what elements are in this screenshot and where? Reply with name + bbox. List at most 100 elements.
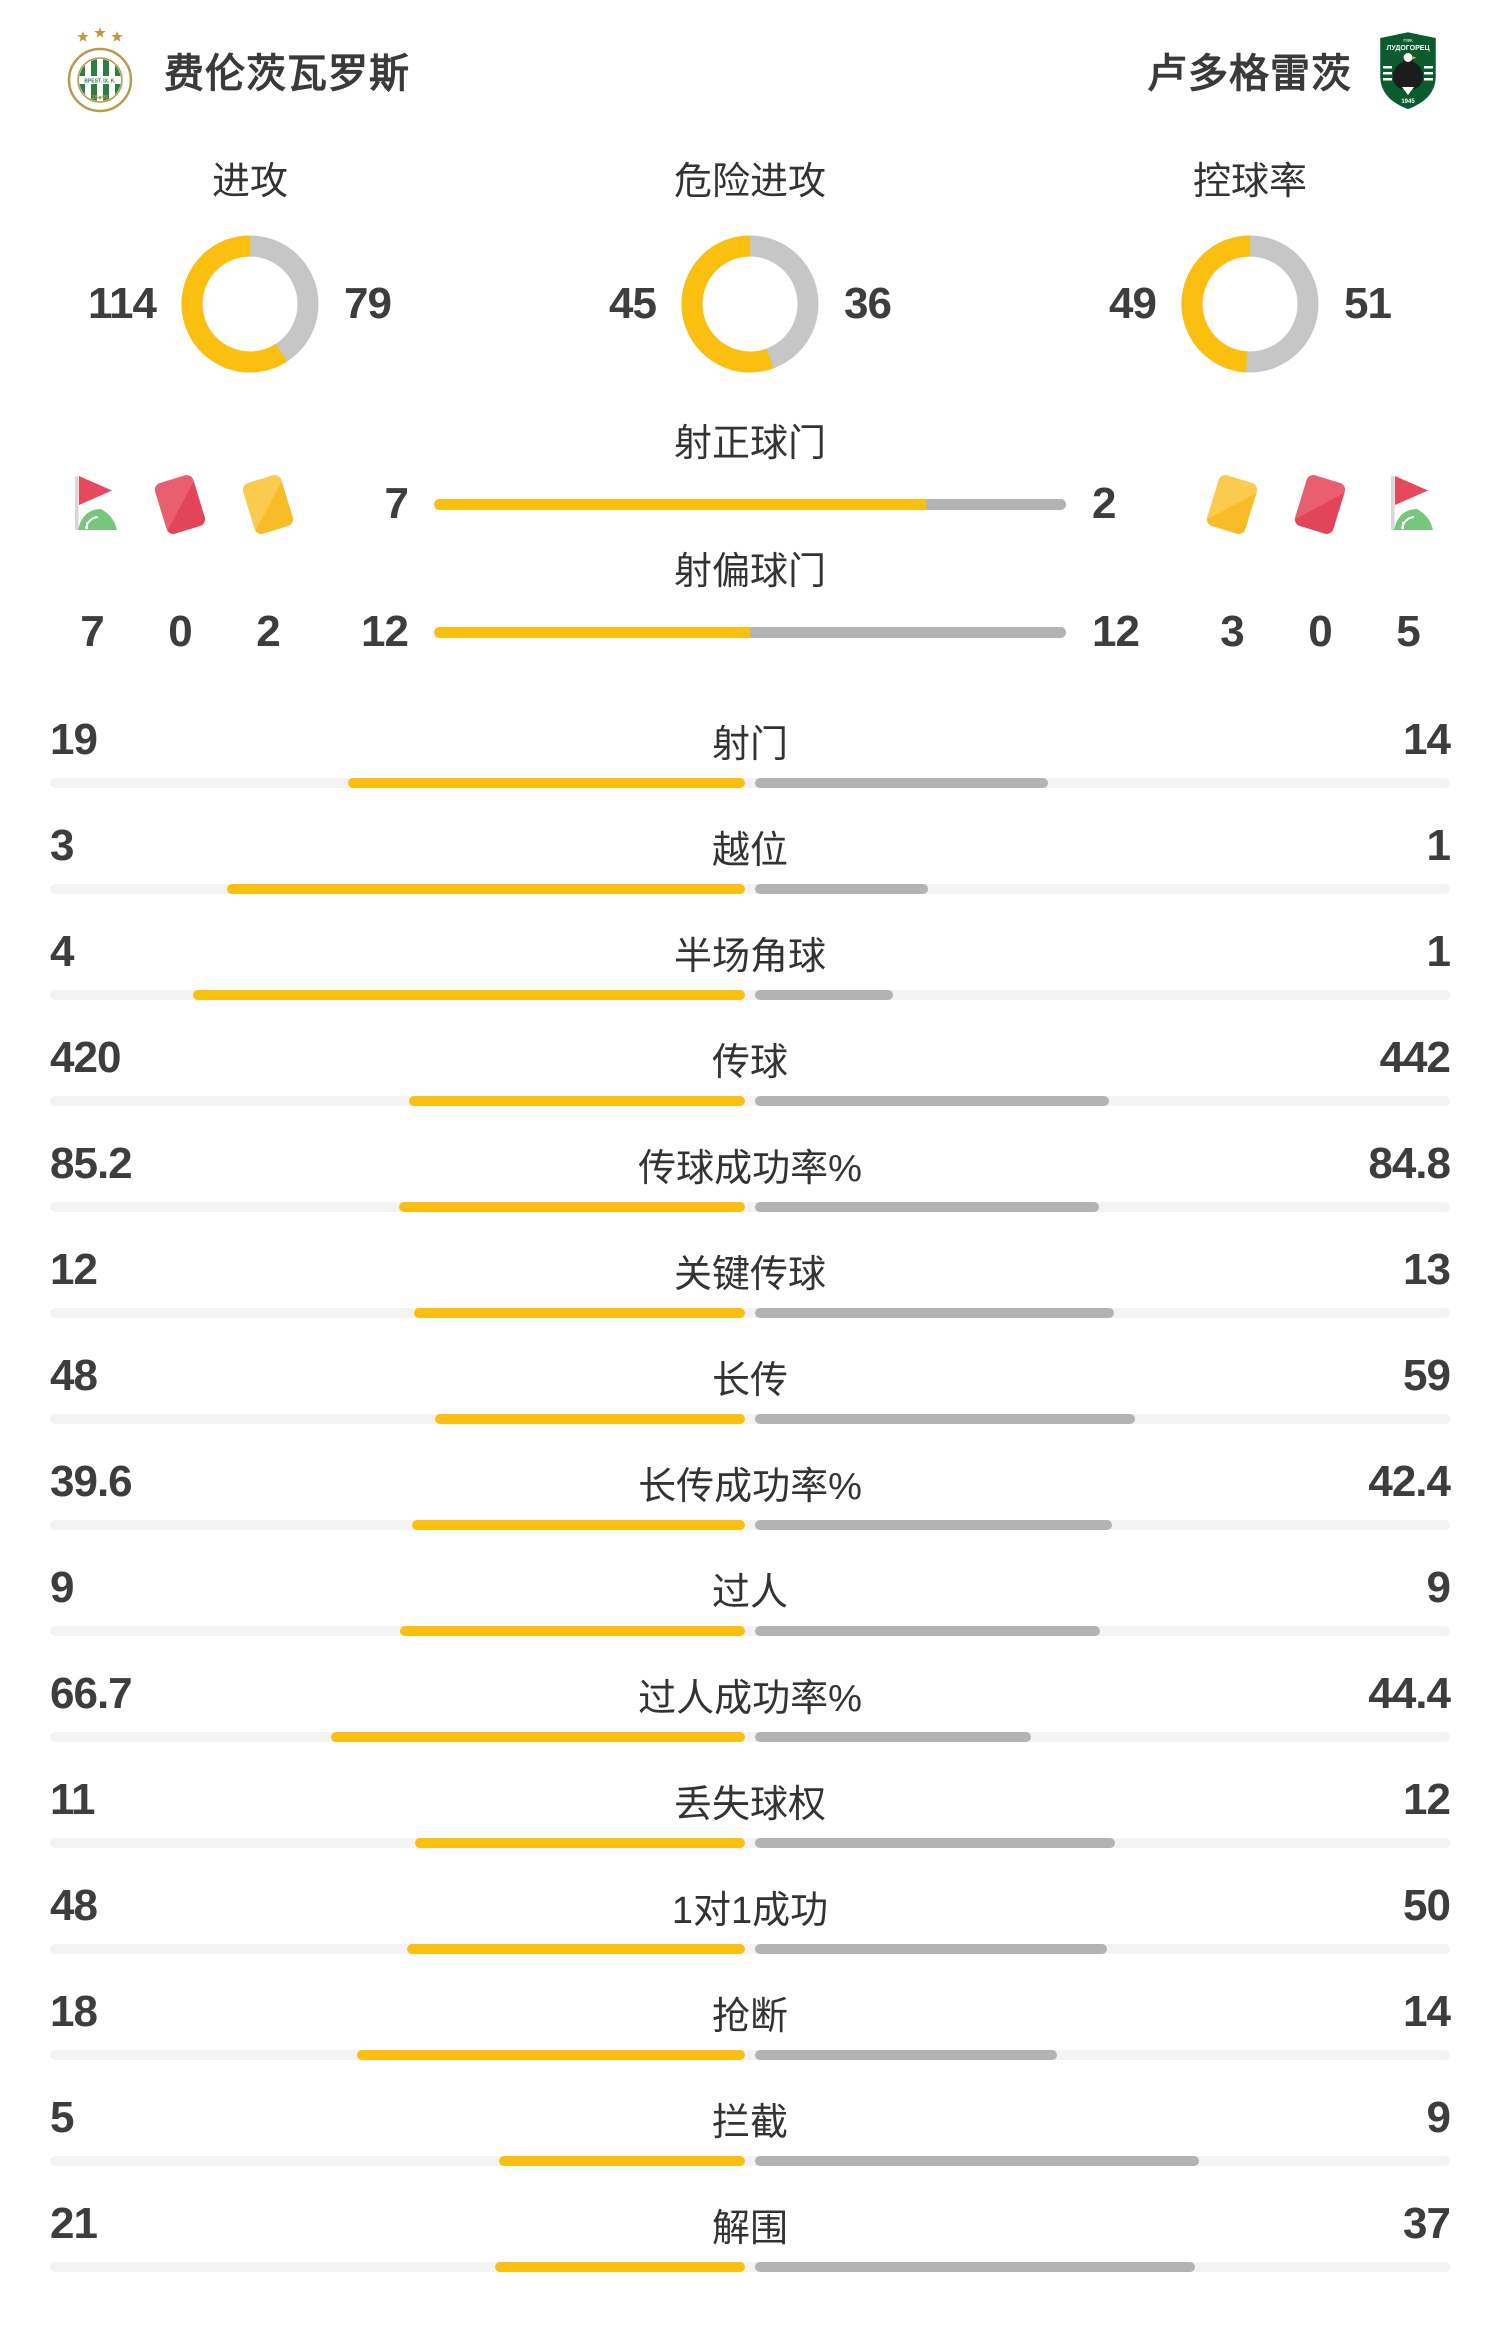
yellow-card-icon <box>241 472 295 536</box>
stat-track <box>50 1944 1450 1954</box>
stat-label: 长传成功率% <box>638 1465 862 1508</box>
stat-away-value: 14 <box>1403 715 1451 764</box>
away-discipline-cluster <box>1188 472 1452 536</box>
stat-away-value: 442 <box>1379 1033 1451 1082</box>
stat-away-value: 9 <box>1426 2093 1452 2142</box>
svg-text:BPEST. IX. K.: BPEST. IX. K. <box>84 79 116 85</box>
stat-home-value: 3 <box>50 821 75 870</box>
stat-line: 4 半场角球 1 <box>50 916 1451 988</box>
stat-track <box>50 2156 1450 2166</box>
stat-line: 39.6 长传成功率% 42.4 <box>50 1446 1451 1518</box>
stat-track <box>50 1308 1450 1318</box>
donut-stat-block: 危险进攻 45 36 <box>500 160 1000 374</box>
shot-row: 7 0 2 12 12 3 0 5 <box>0 594 1500 670</box>
svg-text:18◆99: 18◆99 <box>92 95 108 101</box>
home-team-logo-icon: BPEST. IX. K. 18◆99 <box>56 26 144 114</box>
team-header: BPEST. IX. K. 18◆99 费伦茨瓦罗斯 卢多格雷茨 ПФК ЛУД… <box>0 0 1500 114</box>
stat-bar-away-fill <box>755 1096 1109 1106</box>
stat-line: 420 传球 442 <box>50 1022 1451 1094</box>
cluster-cell: 0 <box>136 607 224 657</box>
stat-bar-away-fill <box>755 1202 1099 1212</box>
home-yellow-card-count: 2 <box>256 607 281 656</box>
home-red-card-count: 0 <box>168 607 193 656</box>
stat-row: 19 射门 14 <box>0 704 1500 810</box>
stat-bar-home-fill <box>412 1520 745 1530</box>
donut-chart <box>181 235 319 373</box>
home-corner-flag-count: 7 <box>80 607 105 656</box>
stat-line: 11 丢失球权 12 <box>50 1764 1451 1836</box>
stat-row: 18 抢断 14 <box>0 1976 1500 2082</box>
stat-line: 19 射门 14 <box>50 704 1451 776</box>
stat-away-value: 44.4 <box>1368 1669 1451 1718</box>
cluster-cell: 5 <box>1364 607 1452 657</box>
stat-bar-away-fill <box>755 2156 1199 2166</box>
stat-row: 48 1对1成功 50 <box>0 1870 1500 1976</box>
stat-label: 长传 <box>711 1359 788 1402</box>
stat-home-value: 39.6 <box>50 1457 133 1506</box>
stat-away-value: 1 <box>1426 821 1452 870</box>
stat-track <box>50 990 1450 1000</box>
donut-away-value: 79 <box>344 279 392 328</box>
stat-row: 11 丢失球权 12 <box>0 1764 1500 1870</box>
donut-title: 进攻 <box>211 161 288 203</box>
shot-bar <box>434 626 1066 638</box>
stat-bar-home-fill <box>400 1626 745 1636</box>
stat-away-value: 59 <box>1403 1351 1451 1400</box>
stat-label: 传球成功率% <box>638 1147 862 1190</box>
shot-bar-home-fill <box>434 626 750 638</box>
stat-bar-home-fill <box>415 1838 745 1848</box>
stat-home-value: 48 <box>50 1351 98 1400</box>
stat-label: 射门 <box>711 723 788 766</box>
stat-bar-away-fill <box>755 884 928 894</box>
stat-row: 85.2 传球成功率% 84.8 <box>0 1128 1500 1234</box>
stat-bar-away-fill <box>755 990 893 1000</box>
donut-stat-block: 进攻 114 79 <box>0 160 500 374</box>
red-card-icon <box>153 472 207 536</box>
donut-stat-block: 控球率 49 51 <box>1000 160 1500 374</box>
stat-label: 抢断 <box>711 1995 788 2038</box>
home-team: BPEST. IX. K. 18◆99 费伦茨瓦罗斯 <box>56 26 410 114</box>
donut-home-value: 49 <box>1109 279 1157 328</box>
shot-bar <box>434 498 1066 510</box>
stat-label: 丢失球权 <box>673 1783 826 1826</box>
away-discipline-cluster: 3 0 5 <box>1188 607 1452 657</box>
stats-section: 19 射门 14 3 越位 1 4 半场角球 1 <box>0 704 1500 2294</box>
stat-line: 66.7 过人成功率% 44.4 <box>50 1658 1451 1730</box>
stat-away-value: 14 <box>1403 1987 1451 2036</box>
cluster-cell <box>1276 472 1364 536</box>
stat-label: 关键传球 <box>673 1253 826 1296</box>
stat-bar-home-fill <box>499 2156 745 2166</box>
stat-line: 12 关键传球 13 <box>50 1234 1451 1306</box>
stat-home-value: 48 <box>50 1881 98 1930</box>
donut-home-value: 45 <box>609 279 657 328</box>
stat-line: 21 解围 37 <box>50 2188 1451 2260</box>
svg-text:ПФК: ПФК <box>1403 38 1413 43</box>
stat-bar-home-fill <box>227 884 745 894</box>
stat-track <box>50 2050 1450 2060</box>
shot-away-value: 2 <box>1092 479 1116 528</box>
stat-track <box>50 1520 1450 1530</box>
stat-track <box>50 1096 1450 1106</box>
stat-home-value: 11 <box>50 1775 96 1824</box>
stat-bar-home-fill <box>357 2050 745 2060</box>
corner-flag-icon <box>1381 472 1435 536</box>
donut-title: 危险进攻 <box>673 161 826 203</box>
shot-bar-away-fill <box>750 626 1066 638</box>
stat-home-value: 21 <box>50 2199 98 2248</box>
stat-bar-home-fill <box>495 2262 745 2272</box>
home-discipline-cluster: 7 0 2 <box>48 607 312 657</box>
stat-label: 拦截 <box>711 2101 788 2144</box>
cluster-cell <box>1188 472 1276 536</box>
stat-home-value: 85.2 <box>50 1139 133 1188</box>
stat-bar-away-fill <box>755 2262 1195 2272</box>
donut-title: 控球率 <box>1192 161 1307 203</box>
stat-track <box>50 778 1450 788</box>
stat-home-value: 5 <box>50 2093 75 2142</box>
donut-away-value: 51 <box>1344 279 1392 328</box>
cluster-cell <box>136 472 224 536</box>
stat-line: 18 抢断 14 <box>50 1976 1451 2048</box>
cluster-cell <box>48 472 136 536</box>
cluster-cell: 0 <box>1276 607 1364 657</box>
shot-home-value: 12 <box>361 607 409 656</box>
